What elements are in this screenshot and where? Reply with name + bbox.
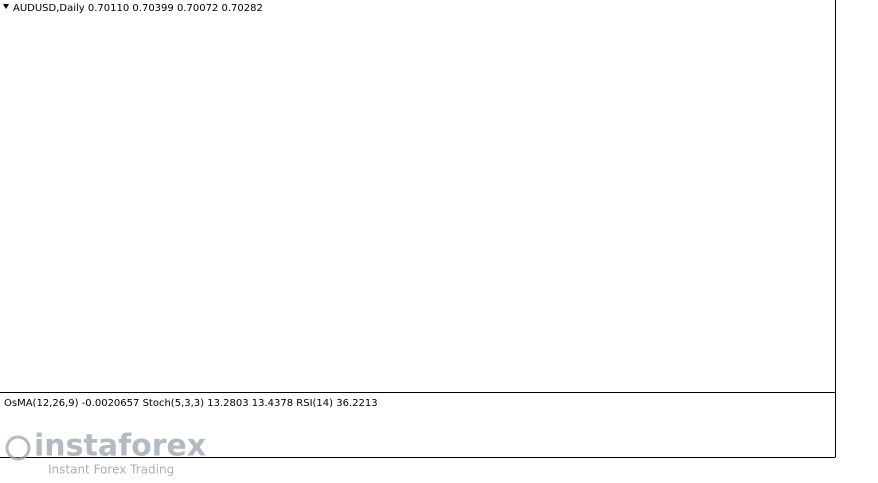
axis-layer: AUDUSD,Daily 0.70110 0.70399 0.70072 0.7…	[0, 0, 836, 458]
symbol-marker	[3, 4, 9, 9]
watermark-slogan: Instant Forex Trading	[48, 463, 174, 477]
indicator-title: OsMA(12,26,9) -0.0020657 Stoch(5,3,3) 13…	[4, 398, 378, 409]
chart-title: AUDUSD,Daily 0.70110 0.70399 0.70072 0.7…	[13, 3, 263, 14]
watermark-logo	[5, 435, 31, 461]
watermark-brand: instaforex	[34, 429, 206, 464]
watermark: instaforex Instant Forex Trading	[5, 429, 206, 477]
